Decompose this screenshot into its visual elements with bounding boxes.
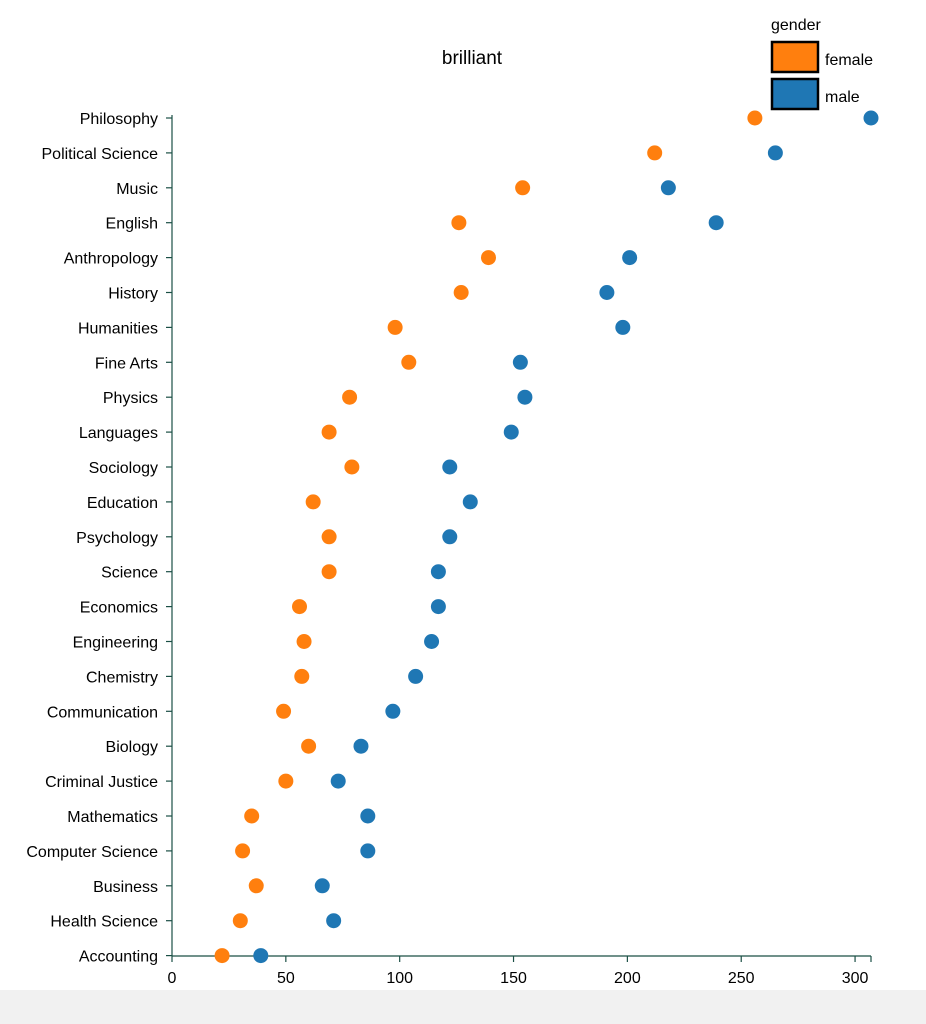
page-footer — [0, 990, 926, 1024]
male-point — [253, 948, 269, 964]
y-tick-label: Communication — [47, 704, 158, 721]
legend-label-male: male — [825, 89, 860, 106]
y-tick-label: Fine Arts — [95, 355, 158, 372]
legend-swatch-male — [770, 77, 820, 111]
male-point — [462, 494, 478, 510]
female-point — [248, 878, 264, 894]
male-point — [863, 110, 879, 126]
male-point — [360, 808, 376, 824]
y-tick-label: Chemistry — [86, 669, 158, 686]
x-axis: 0 50 100 150 200 250 300 — [168, 955, 872, 987]
female-point — [276, 703, 292, 719]
male-point — [660, 180, 676, 196]
male-point — [512, 354, 528, 370]
female-point — [235, 843, 251, 859]
x-tick-label: 50 — [277, 970, 295, 987]
male-point — [385, 703, 401, 719]
female-point — [292, 599, 308, 615]
male-point — [442, 459, 458, 475]
male-point — [517, 389, 533, 405]
y-tick-label: Philosophy — [80, 111, 158, 128]
male-point — [767, 145, 783, 161]
male-point — [360, 843, 376, 859]
y-tick-label: Music — [116, 181, 158, 198]
legend-swatch-female — [770, 40, 820, 74]
y-tick-label: History — [108, 286, 158, 303]
male-point — [408, 668, 424, 684]
female-point — [453, 285, 469, 300]
y-tick-label: Health Science — [50, 914, 158, 931]
female-point — [296, 634, 312, 649]
male-point — [442, 529, 458, 545]
y-tick-label: Humanities — [78, 320, 158, 337]
x-tick-label: 100 — [386, 970, 413, 987]
x-tick-label: 0 — [168, 970, 177, 987]
y-tick-label: Sociology — [89, 460, 158, 477]
female-point — [515, 180, 531, 196]
y-tick-label: Psychology — [76, 530, 158, 547]
female-point — [647, 145, 663, 161]
male-point — [424, 634, 440, 649]
y-tick-label: Accounting — [79, 949, 158, 966]
male-point — [615, 319, 631, 335]
female-point — [294, 668, 310, 684]
female-point — [301, 738, 317, 754]
female-point — [305, 494, 321, 510]
female-point — [214, 948, 230, 964]
y-tick-label: Languages — [79, 425, 158, 442]
male-point — [430, 564, 446, 580]
male-point — [599, 285, 615, 300]
y-tick-label: Political Science — [42, 146, 159, 163]
male-point — [503, 424, 519, 440]
legend-title: gender — [771, 17, 821, 34]
legend: gender female male — [770, 17, 873, 111]
dot-plot-chart: brilliant gender female male Philosophy Po… — [26, 17, 879, 987]
y-tick-label: Engineering — [73, 635, 158, 652]
male-point — [430, 599, 446, 615]
x-tick-label: 200 — [614, 970, 641, 987]
x-tick-label: 150 — [500, 970, 527, 987]
y-tick-label: Science — [101, 565, 158, 582]
male-point — [708, 215, 724, 231]
female-point — [480, 250, 496, 266]
female-point — [244, 808, 260, 824]
male-point — [326, 913, 342, 929]
female-point — [321, 564, 337, 580]
female-point — [451, 215, 467, 231]
male-point — [330, 773, 346, 789]
x-tick-label: 250 — [728, 970, 755, 987]
male-point — [314, 878, 330, 894]
y-tick-label: English — [106, 216, 158, 233]
y-tick-label: Biology — [106, 739, 158, 756]
female-point — [747, 110, 763, 126]
y-tick-label: Physics — [103, 390, 158, 407]
y-tick-label: Anthropology — [64, 251, 158, 268]
y-axis: Philosophy Political Science Music English A… — [26, 111, 173, 966]
female-point — [342, 389, 358, 405]
female-point — [401, 354, 417, 370]
male-point — [622, 250, 638, 266]
female-point — [321, 424, 337, 440]
y-tick-label: Computer Science — [26, 844, 158, 861]
legend-label-female: female — [825, 52, 873, 69]
female-point — [387, 319, 403, 335]
female-point — [232, 913, 248, 929]
female-point — [344, 459, 360, 475]
y-tick-label: Business — [93, 879, 158, 896]
y-tick-label: Economics — [80, 600, 158, 617]
female-point — [321, 529, 337, 545]
chart-title: brilliant — [442, 48, 503, 69]
x-tick-label: 300 — [842, 970, 869, 987]
y-tick-label: Mathematics — [67, 809, 158, 826]
female-point — [278, 773, 294, 789]
y-tick-label: Education — [87, 495, 158, 512]
male-point — [353, 738, 369, 754]
data-points — [214, 110, 879, 964]
y-tick-label: Criminal Justice — [45, 774, 158, 791]
